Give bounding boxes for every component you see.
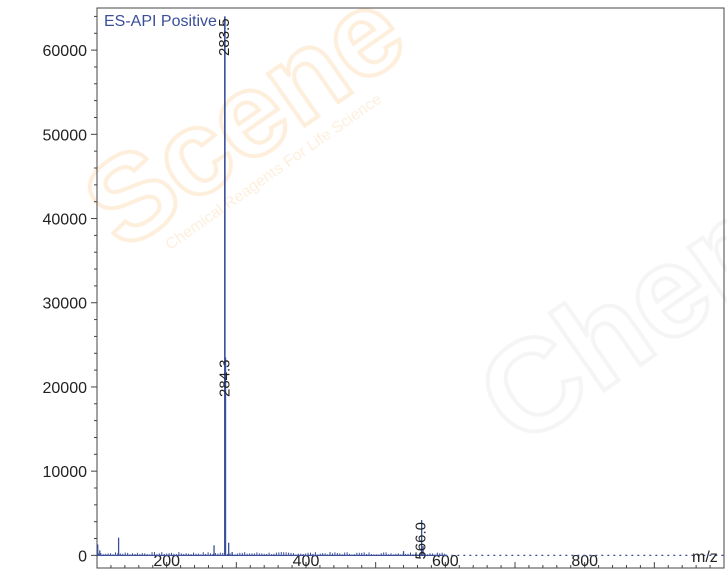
y-tick-label: 30000 [43,296,88,313]
y-axis: 0 10000 20000 30000 40000 50000 60000 [43,15,97,565]
y-tick-label: 0 [78,548,87,565]
plot-frame [96,7,725,569]
x-tick-label: 600 [432,553,459,570]
y-tick-label: 40000 [43,212,88,229]
peak-label: 566.0 [413,522,430,560]
x-tick-label: 800 [571,553,598,570]
y-tick-label: 50000 [43,127,88,144]
peak-labels: 283.5 284.3 566.0 [216,18,430,559]
peak-label: 283.5 [216,18,233,56]
chart-title: ES-API Positive [104,13,217,30]
peak-label: 284.3 [216,359,233,397]
x-tick-label: 400 [293,553,320,570]
y-tick-label: 60000 [43,43,88,60]
spectrum-series [97,16,724,556]
x-axis: 200 400 600 800 [96,553,725,570]
y-tick-label: 20000 [43,380,88,397]
x-tick-label: 200 [153,553,180,570]
y-tick-label: 10000 [43,464,88,481]
x-axis-label: m/z [692,549,718,566]
